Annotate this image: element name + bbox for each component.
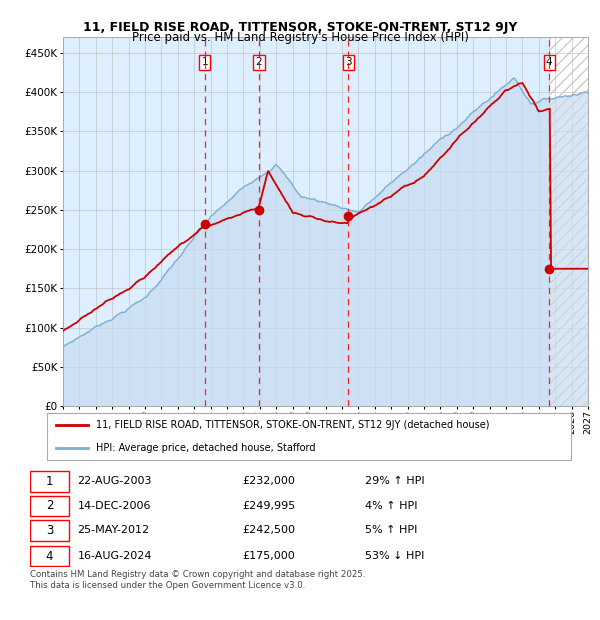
FancyBboxPatch shape <box>30 496 69 516</box>
Text: 29% ↑ HPI: 29% ↑ HPI <box>365 476 424 486</box>
Text: 3: 3 <box>46 524 53 537</box>
Text: 11, FIELD RISE ROAD, TITTENSOR, STOKE-ON-TRENT, ST12 9JY (detached house): 11, FIELD RISE ROAD, TITTENSOR, STOKE-ON… <box>96 420 490 430</box>
FancyBboxPatch shape <box>47 413 571 460</box>
Text: 2: 2 <box>256 57 262 68</box>
Text: 4: 4 <box>546 57 553 68</box>
Text: 1: 1 <box>46 475 53 488</box>
Text: 5% ↑ HPI: 5% ↑ HPI <box>365 526 417 536</box>
Text: £175,000: £175,000 <box>242 551 295 561</box>
Text: Contains HM Land Registry data © Crown copyright and database right 2025.
This d: Contains HM Land Registry data © Crown c… <box>30 570 365 590</box>
Text: £232,000: £232,000 <box>242 476 295 486</box>
Text: Price paid vs. HM Land Registry's House Price Index (HPI): Price paid vs. HM Land Registry's House … <box>131 31 469 44</box>
Text: 4% ↑ HPI: 4% ↑ HPI <box>365 501 418 511</box>
Text: 25-MAY-2012: 25-MAY-2012 <box>77 526 149 536</box>
Text: 22-AUG-2003: 22-AUG-2003 <box>77 476 152 486</box>
Text: HPI: Average price, detached house, Stafford: HPI: Average price, detached house, Staf… <box>96 443 316 453</box>
FancyBboxPatch shape <box>30 546 69 566</box>
FancyBboxPatch shape <box>30 520 69 541</box>
Text: 14-DEC-2006: 14-DEC-2006 <box>77 501 151 511</box>
Text: 3: 3 <box>345 57 352 68</box>
Text: 16-AUG-2024: 16-AUG-2024 <box>77 551 152 561</box>
Text: 2: 2 <box>46 500 53 512</box>
Text: 53% ↓ HPI: 53% ↓ HPI <box>365 551 424 561</box>
Text: £249,995: £249,995 <box>242 501 295 511</box>
Text: 1: 1 <box>202 57 208 68</box>
Text: 11, FIELD RISE ROAD, TITTENSOR, STOKE-ON-TRENT, ST12 9JY: 11, FIELD RISE ROAD, TITTENSOR, STOKE-ON… <box>83 21 517 34</box>
FancyBboxPatch shape <box>30 471 69 492</box>
Bar <box>549 37 588 406</box>
Text: 4: 4 <box>46 549 53 562</box>
Text: £242,500: £242,500 <box>242 526 295 536</box>
